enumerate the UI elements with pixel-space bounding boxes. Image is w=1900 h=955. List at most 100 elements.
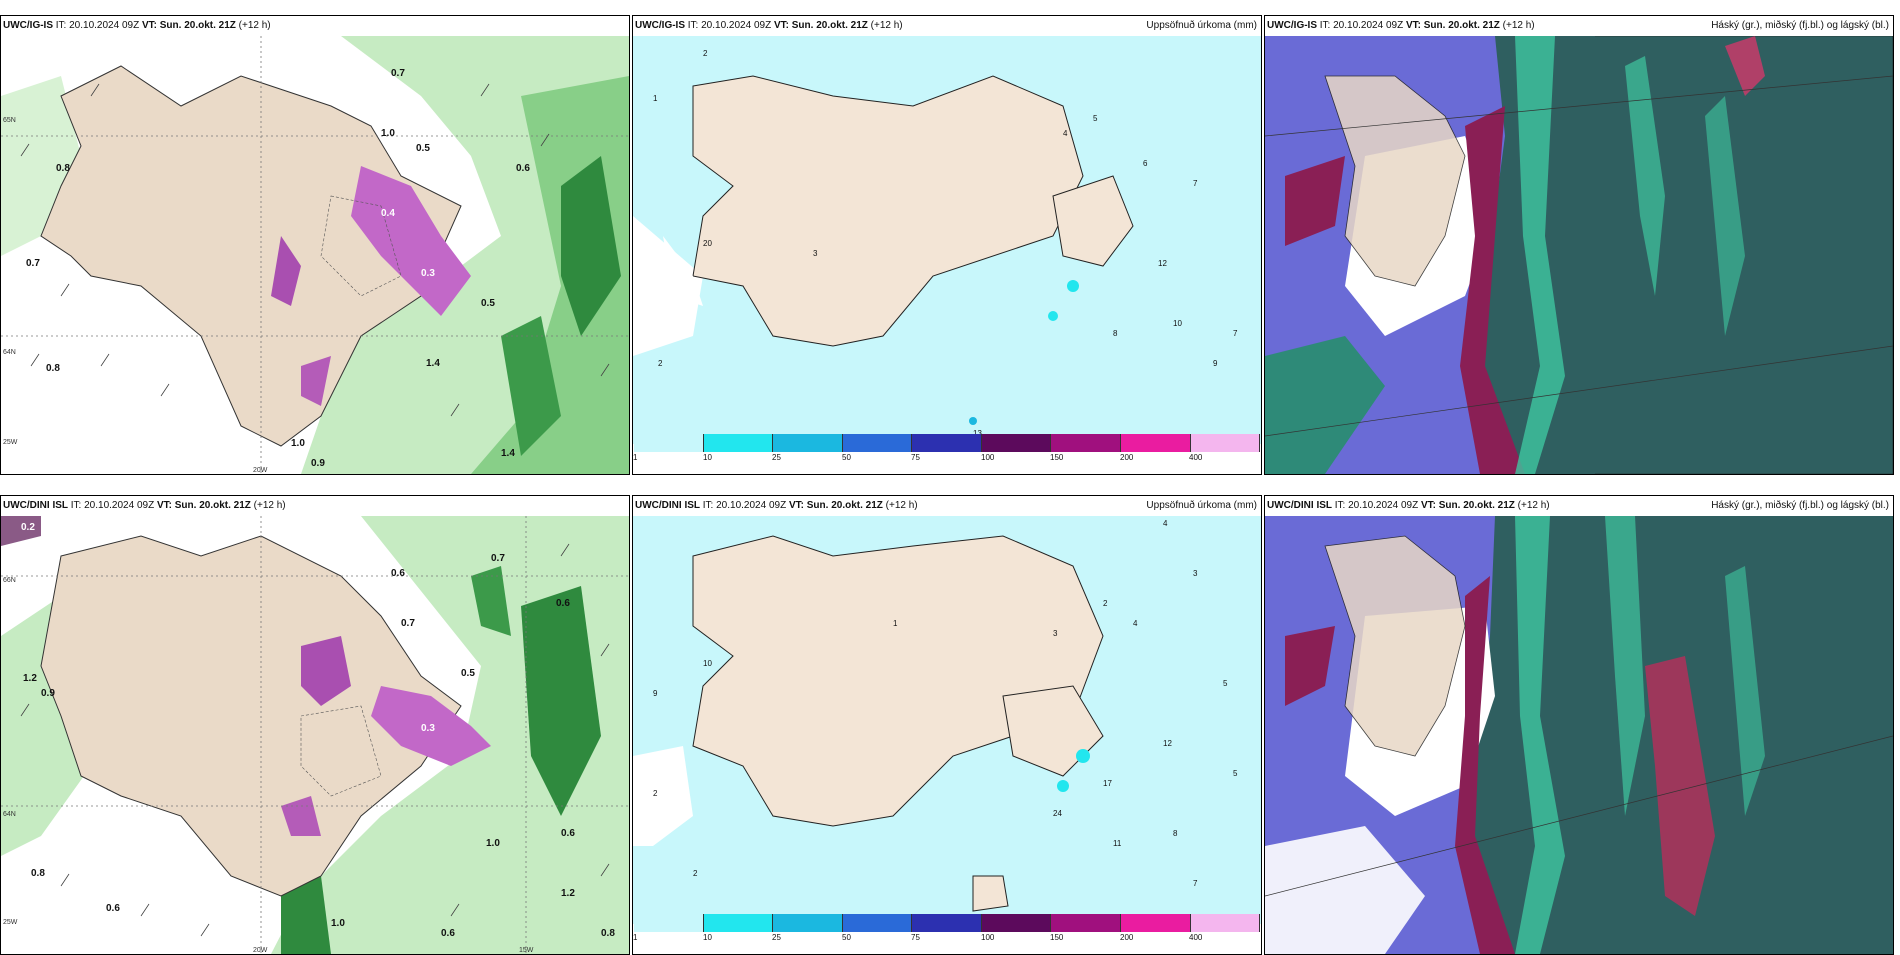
legend-swatch — [842, 434, 913, 452]
precip-value: 3 — [1053, 629, 1058, 638]
legend-swatch — [912, 914, 982, 932]
panel-title: UWC/IG-IS IT: 20.10.2024 09Z VT: Sun. 20… — [635, 20, 903, 31]
wind-value: 1.4 — [426, 358, 440, 369]
legend-swatch — [1190, 914, 1261, 932]
wind-value: 0.2 — [21, 522, 35, 533]
lat-label: 65N — [3, 117, 16, 124]
wind-value: 0.5 — [461, 668, 475, 679]
legend-tick: 1 — [633, 933, 638, 942]
precip-value: 7 — [1233, 329, 1238, 338]
precip-value: 6 — [1143, 159, 1148, 168]
wind-value: 0.7 — [401, 618, 415, 629]
legend-swatch — [634, 434, 704, 452]
lon-label: 20W — [253, 467, 268, 474]
precip-legend — [634, 434, 1261, 452]
precip-value: 5 — [1223, 679, 1228, 688]
legend-swatch — [1051, 434, 1121, 452]
legend-tick: 10 — [703, 933, 712, 942]
precip-value: 9 — [653, 689, 658, 698]
precip-value: 2 — [653, 789, 658, 798]
legend-swatch — [981, 914, 1052, 932]
legend-tick: 1 — [633, 453, 638, 462]
legend-swatch — [634, 914, 704, 932]
legend-tick: 400 — [1189, 933, 1203, 942]
legend-tick: 100 — [981, 453, 995, 462]
wind-value: 0.8 — [601, 928, 615, 939]
wind-value: 0.6 — [516, 163, 530, 174]
legend-tick: 50 — [842, 453, 851, 462]
legend-swatch — [912, 434, 982, 452]
wind-value: 0.6 — [106, 903, 120, 914]
precip-value: 12 — [1158, 259, 1167, 268]
lon-label: 25W — [3, 439, 18, 446]
legend-swatch — [703, 434, 774, 452]
wind-value: 0.9 — [41, 688, 55, 699]
precip-value: 5 — [1233, 769, 1238, 778]
precip-value: 11 — [1113, 839, 1122, 848]
precip-legend — [634, 914, 1261, 932]
panel-precip-bottom: UWC/DINI ISL IT: 20.10.2024 09Z VT: Sun.… — [632, 495, 1262, 955]
lon-label: 20W — [253, 947, 268, 954]
wind-value: 1.0 — [331, 918, 345, 929]
legend-swatch — [981, 434, 1052, 452]
precip-value: 4 — [1063, 129, 1068, 138]
precip-value: 10 — [1173, 319, 1182, 328]
precip-value: 2 — [703, 49, 708, 58]
wind-value: 1.4 — [501, 448, 515, 459]
legend-swatch — [703, 914, 774, 932]
lon-label: 15W — [519, 947, 534, 954]
cloud-map — [1265, 36, 1893, 474]
panel-title: UWC/DINI ISL IT: 20.10.2024 09Z VT: Sun.… — [3, 500, 286, 511]
wind-value: 1.0 — [486, 838, 500, 849]
legend-swatch — [1120, 914, 1191, 932]
lon-label: 25W — [3, 919, 18, 926]
wind-value: 0.8 — [31, 868, 45, 879]
wind-value: 0.8 — [46, 363, 60, 374]
wind-value: 0.5 — [416, 143, 430, 154]
precip-value: 5 — [1093, 114, 1098, 123]
panel-title: UWC/DINI ISL IT: 20.10.2024 09Z VT: Sun.… — [635, 500, 918, 511]
legend-tick: 25 — [772, 933, 781, 942]
precip-map: 2 1 3 5 6 7 4 12 13 8 10 9 20 2 7 — [633, 36, 1261, 444]
precip-value: 1 — [653, 94, 658, 103]
wind-precip-map: 0.8 0.7 0.8 0.7 1.0 0.5 0.6 0.5 1.0 0.9 … — [1, 36, 629, 474]
legend-tick: 200 — [1120, 453, 1134, 462]
panel-title: UWC/DINI ISL IT: 20.10.2024 09Z VT: Sun.… — [1267, 500, 1550, 511]
cloud-map — [1265, 516, 1893, 954]
precip-value: 3 — [813, 249, 818, 258]
wind-value: 0.7 — [26, 258, 40, 269]
legend-swatch — [773, 434, 843, 452]
precip-value: 1 — [893, 619, 898, 628]
precip-value: 8 — [1173, 829, 1178, 838]
precip-value: 2 — [693, 869, 698, 878]
lat-label: 64N — [3, 811, 16, 818]
precip-value: 24 — [1053, 809, 1062, 818]
legend-swatch — [1120, 434, 1191, 452]
wind-value: 0.8 — [56, 163, 70, 174]
cloud-title: Háský (gr.), miðský (fj.bl.) og lágský (… — [1711, 500, 1889, 511]
precip-value: 17 — [1103, 779, 1112, 788]
precip-title: Uppsöfnuð úrkoma (mm) — [1146, 20, 1257, 31]
panel-title: UWC/IG-IS IT: 20.10.2024 09Z VT: Sun. 20… — [3, 20, 271, 31]
lat-label: 64N — [3, 349, 16, 356]
precip-value: 8 — [1113, 329, 1118, 338]
legend-tick: 50 — [842, 933, 851, 942]
legend-tick: 75 — [911, 453, 920, 462]
legend-tick: 150 — [1050, 453, 1064, 462]
wind-value: 0.9 — [311, 458, 325, 469]
panel-precip-top: UWC/IG-IS IT: 20.10.2024 09Z VT: Sun. 20… — [632, 15, 1262, 475]
precip-value: 20 — [703, 239, 712, 248]
wind-value: 0.5 — [481, 298, 495, 309]
wind-precip-map: 0.9 0.6 0.7 0.6 0.7 0.5 1.0 0.6 0.8 0.6 … — [1, 516, 629, 954]
wind-value: 0.7 — [391, 68, 405, 79]
precip-value: 9 — [1213, 359, 1218, 368]
legend-swatch — [1190, 434, 1261, 452]
wind-value: 0.4 — [381, 208, 395, 219]
precip-value: 4 — [1133, 619, 1138, 628]
wind-value: 0.3 — [421, 723, 435, 734]
legend-tick: 100 — [981, 933, 995, 942]
precip-title: Uppsöfnuð úrkoma (mm) — [1146, 500, 1257, 511]
legend-tick: 10 — [703, 453, 712, 462]
precip-value: 7 — [1193, 179, 1198, 188]
legend-swatch — [1051, 914, 1121, 932]
